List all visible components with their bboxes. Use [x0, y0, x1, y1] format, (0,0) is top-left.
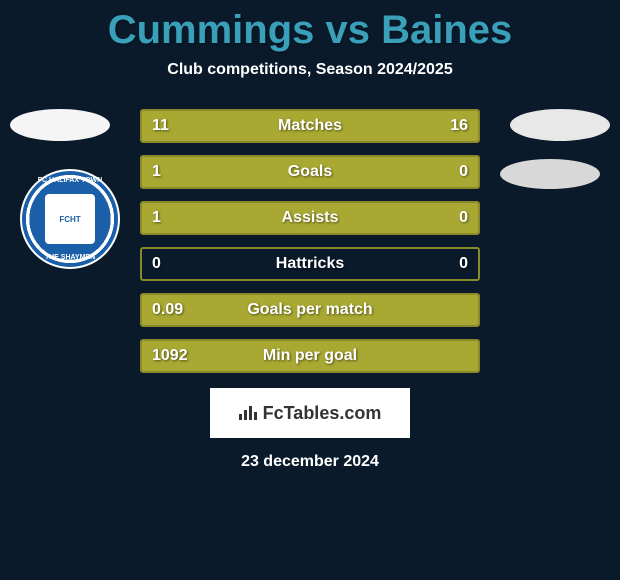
stat-value-left: 11 [152, 117, 169, 135]
stat-fill-left [142, 203, 404, 233]
comparison-content: FC HALIFAX TOWN FCHT THE SHAYMEN 1116Mat… [0, 109, 620, 373]
stat-label: Matches [278, 117, 342, 135]
stat-row: 11 16 Matches [140, 109, 480, 143]
page-subtitle: Club competitions, Season 2024/2025 [0, 61, 620, 79]
badge-club-name: FC HALIFAX TOWN [38, 177, 102, 184]
brand-logo: FcTables.com [210, 388, 410, 438]
club-badge-right [500, 159, 600, 189]
stat-fill-left [142, 157, 404, 187]
player-left-avatar [10, 109, 110, 141]
stat-row: 1 0 Goals [140, 155, 480, 189]
stat-label: Goals [288, 163, 332, 181]
stat-label: Hattricks [276, 255, 344, 273]
badge-circle: FC HALIFAX TOWN FCHT THE SHAYMEN [20, 169, 120, 269]
footer-date: 23 december 2024 [0, 453, 620, 471]
stat-value-left: 1 [152, 163, 161, 181]
stat-value-left: 0 [152, 255, 161, 273]
page-title: Cummings vs Baines [0, 0, 620, 53]
stat-value-left: 0.09 [152, 301, 183, 319]
chart-icon [239, 404, 259, 423]
stat-value-left: 1 [152, 209, 161, 227]
stat-value-right: 0 [459, 163, 468, 181]
stat-label: Goals per match [247, 301, 372, 319]
stat-value-right: 0 [459, 255, 468, 273]
club-badge-left: FC HALIFAX TOWN FCHT THE SHAYMEN [20, 169, 120, 269]
badge-motto: THE SHAYMEN [45, 254, 95, 261]
player-right-avatar [510, 109, 610, 141]
stat-row: 1092 Min per goal [140, 339, 480, 373]
stat-row: 0 0 Hattricks [140, 247, 480, 281]
stat-row: 0.09 Goals per match [140, 293, 480, 327]
stat-row: 1 0 Assists [140, 201, 480, 235]
stat-value-right: 16 [450, 117, 468, 135]
badge-abbr: FCHT [45, 194, 95, 244]
stats-container: 11 16 Matches 1 0 Goals 1 0 Assists 0 0 Hattricks 0.… [140, 109, 480, 373]
stat-value-left: 1092 [152, 347, 188, 365]
brand-text: FcTables.com [263, 403, 382, 424]
stat-value-right: 0 [459, 209, 468, 227]
stat-label: Assists [282, 209, 339, 227]
stat-label: Min per goal [263, 347, 357, 365]
